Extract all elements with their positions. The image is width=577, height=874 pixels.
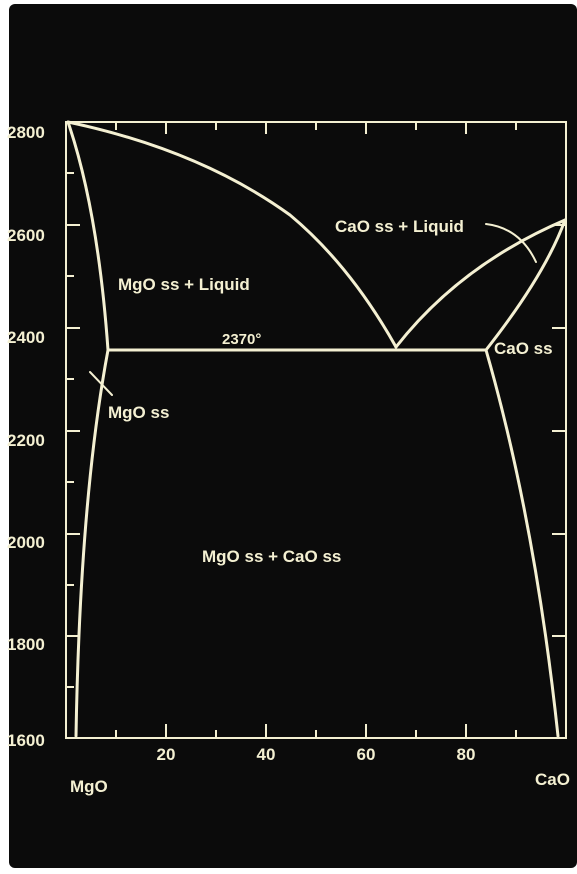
x-tick-label: 60 [357,745,376,764]
cao-component-label: CaO [535,770,570,789]
y-axis-labels: 2800 2600 2400 2200 2000 1800 1600 [7,123,45,750]
plot-frame [65,121,567,739]
top-axis-ticks [115,122,517,134]
two-solid-region-label: MgO ss + CaO ss [202,547,341,566]
mgo-liquid-region-label: MgO ss + Liquid [118,275,250,294]
y-tick-label: 2800 [7,123,45,142]
cao-liquidus-curve [394,218,567,349]
mgo-solvus-curve [74,348,110,738]
x-axis-ticks [115,724,517,738]
y-tick-label: 2400 [7,328,45,347]
mgo-ss-region-label: MgO ss [108,403,169,422]
x-tick-label: 20 [157,745,176,764]
cao-liquid-region-label: CaO ss + Liquid [335,217,464,236]
x-axis-labels: 20 40 60 80 [157,745,476,764]
y-axis-ticks [66,121,80,688]
x-tick-label: 80 [457,745,476,764]
mgo-ss-leader [89,371,113,396]
mgo-component-label: MgO [70,777,108,796]
cao-solvus-curve [484,348,560,738]
cao-solidus-curve [484,218,567,352]
y-tick-label: 2600 [7,226,45,245]
right-axis-ticks [552,224,566,637]
cao-ss-region-label: CaO ss [494,339,553,358]
phase-diagram-photo [9,4,577,868]
y-tick-label: 1800 [7,635,45,654]
mgo-solidus-curve [66,120,110,352]
x-tick-label: 40 [257,745,276,764]
mgo-liquidus-curve [66,120,398,349]
y-tick-label: 1600 [7,731,45,750]
y-tick-label: 2000 [7,533,45,552]
eutectic-temperature-label: 2370° [222,331,261,348]
cao-liquid-leader [485,223,537,263]
y-tick-label: 2200 [7,431,45,450]
